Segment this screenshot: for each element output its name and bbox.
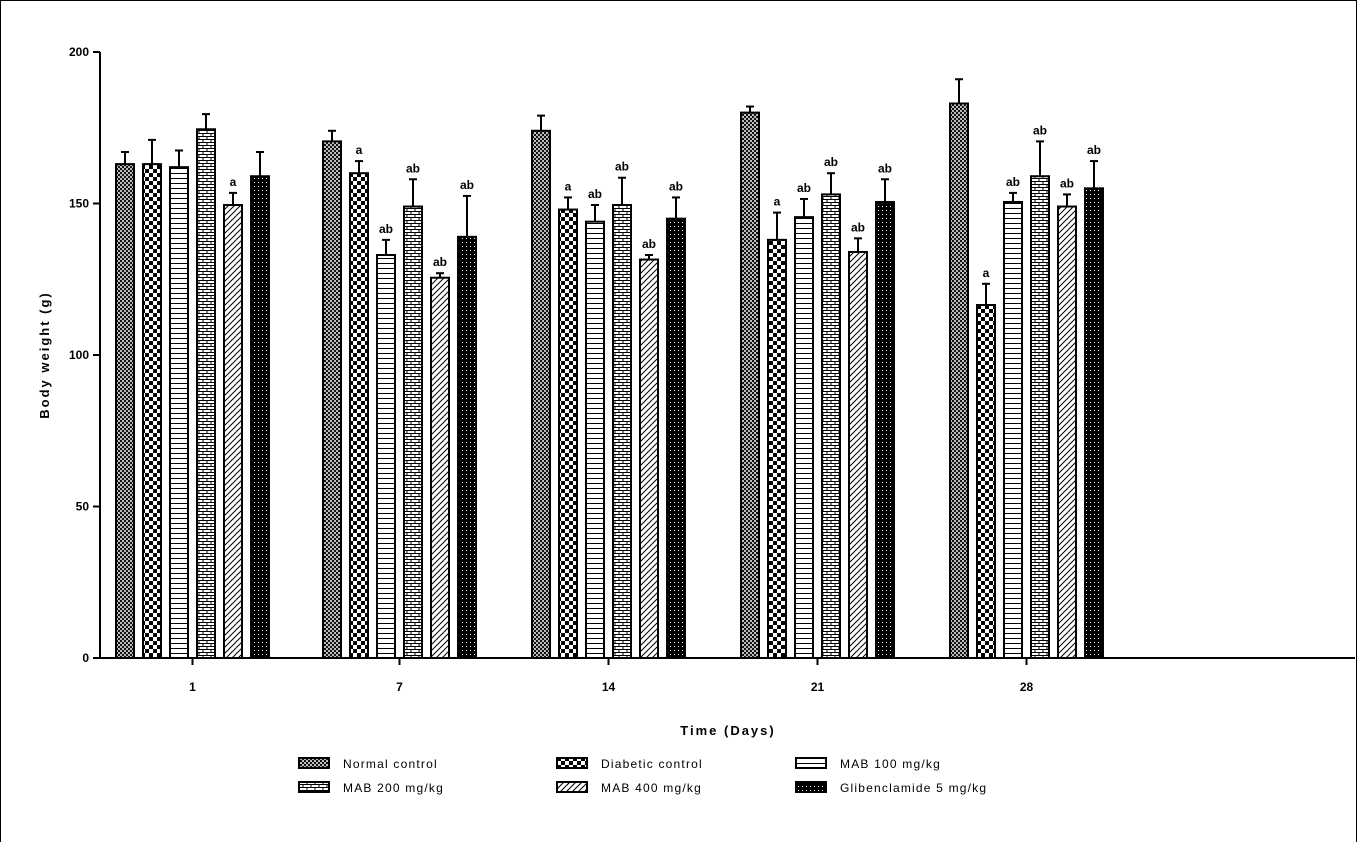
bar [403, 205, 423, 659]
legend-label: MAB 200 mg/kg [343, 781, 444, 795]
y-tick-label: 100 [69, 348, 89, 362]
significance-label: ab [379, 222, 393, 236]
y-axis-ticks: 0 50 100 150 200 [69, 45, 100, 665]
bar [1084, 187, 1104, 659]
significance-label: a [230, 175, 237, 189]
bar [794, 216, 814, 659]
bar [115, 163, 135, 660]
legend-label: MAB 100 mg/kg [840, 757, 941, 771]
x-tick-label: 28 [1020, 680, 1034, 694]
bar [848, 250, 868, 659]
significance-label: ab [588, 187, 602, 201]
bars-group [115, 102, 1104, 660]
x-tick-label: 1 [189, 680, 196, 694]
x-tick-label: 21 [811, 680, 825, 694]
significance-label: a [774, 195, 781, 209]
significance-label: a [356, 143, 363, 157]
legend-label: Glibenclamide 5 mg/kg [840, 781, 987, 795]
y-axis-title: Body weight (g) [37, 291, 52, 419]
bar [740, 111, 760, 660]
significance-label: ab [433, 255, 447, 269]
x-tick-label: 14 [602, 680, 616, 694]
significance-label: ab [615, 160, 629, 174]
y-tick-label: 200 [69, 45, 89, 59]
bar [767, 238, 787, 660]
significance-label: ab [878, 161, 892, 175]
significance-label: ab [406, 161, 420, 175]
bar [875, 200, 895, 660]
bar [1003, 200, 1023, 660]
significance-label: ab [1006, 175, 1020, 189]
bar [457, 235, 477, 660]
legend-swatch [556, 757, 588, 769]
axes [99, 52, 1355, 659]
legend-label: MAB 400 mg/kg [601, 781, 702, 795]
bar [142, 163, 162, 660]
bar [821, 193, 841, 659]
error-bars-group [121, 78, 1098, 306]
significance-label: ab [460, 178, 474, 192]
y-tick-label: 0 [82, 651, 89, 665]
legend-label: Diabetic control [601, 757, 703, 771]
significance-label: a [983, 266, 990, 280]
bar [666, 217, 686, 659]
bar [376, 254, 396, 659]
bar [169, 166, 189, 659]
legend-swatch [556, 781, 588, 793]
bar [250, 175, 270, 659]
y-tick-label: 150 [69, 197, 89, 211]
significance-label: ab [1060, 176, 1074, 190]
significance-label: ab [851, 220, 865, 234]
bar [349, 172, 369, 659]
significance-label: ab [797, 181, 811, 195]
bar [949, 102, 969, 659]
x-tick-label: 7 [396, 680, 403, 694]
significance-label: a [565, 179, 572, 193]
bar [1030, 175, 1050, 659]
significance-label: ab [824, 155, 838, 169]
bar [585, 220, 605, 659]
legend: Normal control Diabetic control MAB 100 mg… [298, 757, 987, 795]
bar [1057, 205, 1077, 659]
bar [196, 128, 216, 659]
legend-swatch [795, 757, 827, 769]
bar [531, 129, 551, 659]
x-axis-ticks: 1 7 14 21 28 [189, 658, 1033, 694]
bar [558, 208, 578, 659]
x-axis-title: Time (Days) [680, 723, 775, 738]
bar [322, 140, 342, 659]
legend-swatch [298, 757, 330, 769]
legend-swatch [795, 781, 827, 793]
significance-label: ab [669, 179, 683, 193]
bar [430, 276, 450, 659]
legend-swatch [298, 781, 330, 793]
significance-label: ab [1033, 123, 1047, 137]
y-tick-label: 50 [76, 500, 90, 514]
bar [612, 204, 632, 659]
legend-label: Normal control [343, 757, 438, 771]
significance-label: ab [1087, 143, 1101, 157]
bar [223, 204, 243, 659]
bar [976, 304, 996, 659]
bar [639, 258, 659, 659]
significance-label: ab [642, 237, 656, 251]
